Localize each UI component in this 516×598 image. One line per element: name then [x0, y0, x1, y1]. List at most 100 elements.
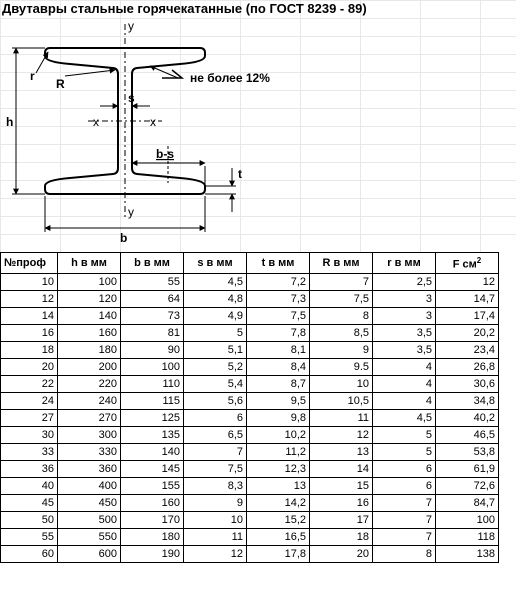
cell: 100	[436, 512, 499, 529]
col-header: t в мм	[247, 253, 310, 274]
cell: 17,8	[247, 546, 310, 563]
cell: 34,8	[436, 393, 499, 410]
cell: 6	[184, 410, 247, 427]
cell: 14,2	[247, 495, 310, 512]
cell: 5,2	[184, 359, 247, 376]
cell: 330	[58, 444, 121, 461]
cell: 36	[1, 461, 58, 478]
cell: 10,5	[310, 393, 373, 410]
cell: 14,7	[436, 291, 499, 308]
cell: 12	[184, 546, 247, 563]
cell: 5,1	[184, 342, 247, 359]
cell: 9,5	[247, 393, 310, 410]
cell: 6	[373, 461, 436, 478]
label-x-left: x	[93, 115, 99, 129]
cell: 7,5	[310, 291, 373, 308]
cell: 7,5	[247, 308, 310, 325]
cell: 450	[58, 495, 121, 512]
table-row: 12120644,87,37,5314,7	[1, 291, 499, 308]
label-b: b	[120, 231, 127, 245]
cell: 11,2	[247, 444, 310, 461]
cell: 160	[58, 325, 121, 342]
col-header: №проф	[1, 253, 58, 274]
cell: 55	[121, 274, 184, 291]
cell: 30,6	[436, 376, 499, 393]
cell: 145	[121, 461, 184, 478]
cell: 50	[1, 512, 58, 529]
cell: 61,9	[436, 461, 499, 478]
col-header: F см2	[436, 253, 499, 274]
cell: 12	[436, 274, 499, 291]
cell: 13	[310, 444, 373, 461]
cell: 11	[184, 529, 247, 546]
cell: 8,7	[247, 376, 310, 393]
cell: 3	[373, 308, 436, 325]
cell: 53,8	[436, 444, 499, 461]
cell: 7,5	[184, 461, 247, 478]
cell: 138	[436, 546, 499, 563]
label-r: r	[30, 69, 35, 83]
label-s: s	[128, 91, 135, 105]
cell: 550	[58, 529, 121, 546]
page-title: Двутавры стальные горячекатанные (по ГОС…	[0, 0, 516, 19]
cell: 3,5	[373, 325, 436, 342]
cell: 9,8	[247, 410, 310, 427]
cell: 14	[1, 308, 58, 325]
cell: 20	[310, 546, 373, 563]
cell: 7,8	[247, 325, 310, 342]
cell: 84,7	[436, 495, 499, 512]
cell: 100	[58, 274, 121, 291]
cell: 73	[121, 308, 184, 325]
cell: 6,5	[184, 427, 247, 444]
profile-table: №профh в ммb в ммs в ммt в ммR в ммr в м…	[0, 252, 499, 563]
table-row: 10100554,57,272,512	[1, 274, 499, 291]
cell: 46,5	[436, 427, 499, 444]
table-row: 18180905,18,193,523,4	[1, 342, 499, 359]
label-x-right: x	[150, 115, 156, 129]
cell: 16,5	[247, 529, 310, 546]
table-row: 33330140711,213553,8	[1, 444, 499, 461]
table-row: 222201105,48,710430,6	[1, 376, 499, 393]
cell: 23,4	[436, 342, 499, 359]
cell: 64	[121, 291, 184, 308]
cell: 5,4	[184, 376, 247, 393]
cell: 55	[1, 529, 58, 546]
label-h: h	[6, 115, 13, 129]
cell: 40	[1, 478, 58, 495]
cell: 72,6	[436, 478, 499, 495]
cell: 240	[58, 393, 121, 410]
cell: 100	[121, 359, 184, 376]
cell: 300	[58, 427, 121, 444]
cell: 118	[436, 529, 499, 546]
cell: 180	[121, 529, 184, 546]
cell: 4	[373, 376, 436, 393]
cell: 27	[1, 410, 58, 427]
table-row: 303001356,510,212546,5	[1, 427, 499, 444]
cell: 135	[121, 427, 184, 444]
table-body: 10100554,57,272,51212120644,87,37,5314,7…	[1, 274, 499, 563]
cell: 4	[373, 359, 436, 376]
table-row: 404001558,31315672,6	[1, 478, 499, 495]
cell: 200	[58, 359, 121, 376]
cell: 170	[121, 512, 184, 529]
cell: 90	[121, 342, 184, 359]
cell: 7	[373, 512, 436, 529]
cell: 40,2	[436, 410, 499, 427]
cell: 16	[1, 325, 58, 342]
cell: 30	[1, 427, 58, 444]
cell: 5	[373, 444, 436, 461]
cell: 12,3	[247, 461, 310, 478]
cell: 18	[1, 342, 58, 359]
table-row: 14140734,97,58317,4	[1, 308, 499, 325]
cell: 60	[1, 546, 58, 563]
label-y-top: y	[128, 19, 134, 33]
cell: 4,9	[184, 308, 247, 325]
cell: 14	[310, 461, 373, 478]
cell: 22	[1, 376, 58, 393]
col-header: h в мм	[58, 253, 121, 274]
table-row: 505001701015,2177100	[1, 512, 499, 529]
cell: 5,6	[184, 393, 247, 410]
col-header: s в мм	[184, 253, 247, 274]
cell: 18	[310, 529, 373, 546]
label-bs: b-s	[156, 147, 174, 161]
